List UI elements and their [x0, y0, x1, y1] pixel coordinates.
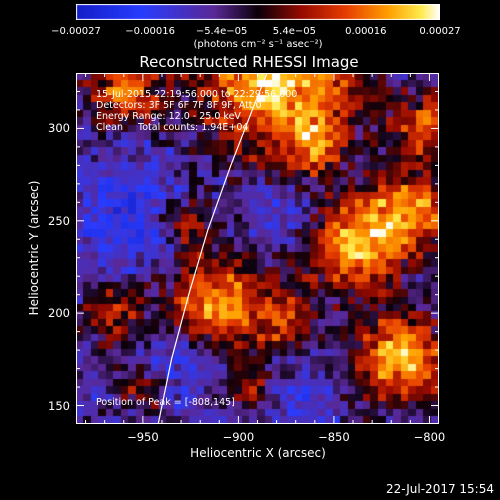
colorbar-tick-label: 5.4e−05	[272, 26, 316, 37]
y-tick-label: 250	[48, 213, 70, 228]
y-tick-label: 200	[48, 306, 70, 321]
annotation-energy: Energy Range: 12.0 - 25.0 keV	[96, 111, 241, 122]
annotation-time: 15-Jul-2015 22:19:56.000 to 22:29:56.000	[96, 89, 298, 100]
y-tick-label: 300	[48, 121, 70, 136]
x-tick-label: −950	[127, 430, 159, 444]
footer-timestamp: 22-Jul-2017 15:54	[385, 482, 494, 496]
y-tick-label: 150	[48, 398, 70, 413]
y-axis-label: Heliocentric Y (arcsec)	[27, 180, 41, 316]
plot-area: 15-Jul-2015 22:19:56.000 to 22:29:56.000…	[76, 73, 439, 424]
colorbar-tick-label: 0.00027	[419, 26, 461, 37]
colorbar-tick-label: 0.00016	[345, 26, 387, 37]
chart-title: Reconstructed RHESSI Image	[139, 53, 359, 71]
annotation-detectors: Detectors: 3F 5F 6F 7F 8F 9F, Att 0	[96, 100, 262, 111]
colorbar-tick-label: −0.00027	[51, 26, 101, 37]
x-tick-label: −900	[222, 430, 255, 444]
annotation-peak-position: Position of Peak = [-808,145]	[96, 397, 235, 408]
colorbar	[76, 4, 440, 20]
colorbar-gradient	[76, 4, 440, 20]
colorbar-tick-label: −0.00016	[125, 26, 176, 37]
annotation-clean: Clean Total counts: 1.94E+04	[96, 122, 249, 133]
x-axis-label: Heliocentric X (arcsec)	[190, 446, 326, 460]
x-tick-label: −850	[318, 430, 350, 444]
colorbar-unit-label: (photons cm⁻² s⁻¹ asec⁻²)	[193, 39, 323, 50]
colorbar-tick-label: −5.4e−05	[195, 26, 248, 37]
x-tick-label: −800	[413, 430, 446, 444]
